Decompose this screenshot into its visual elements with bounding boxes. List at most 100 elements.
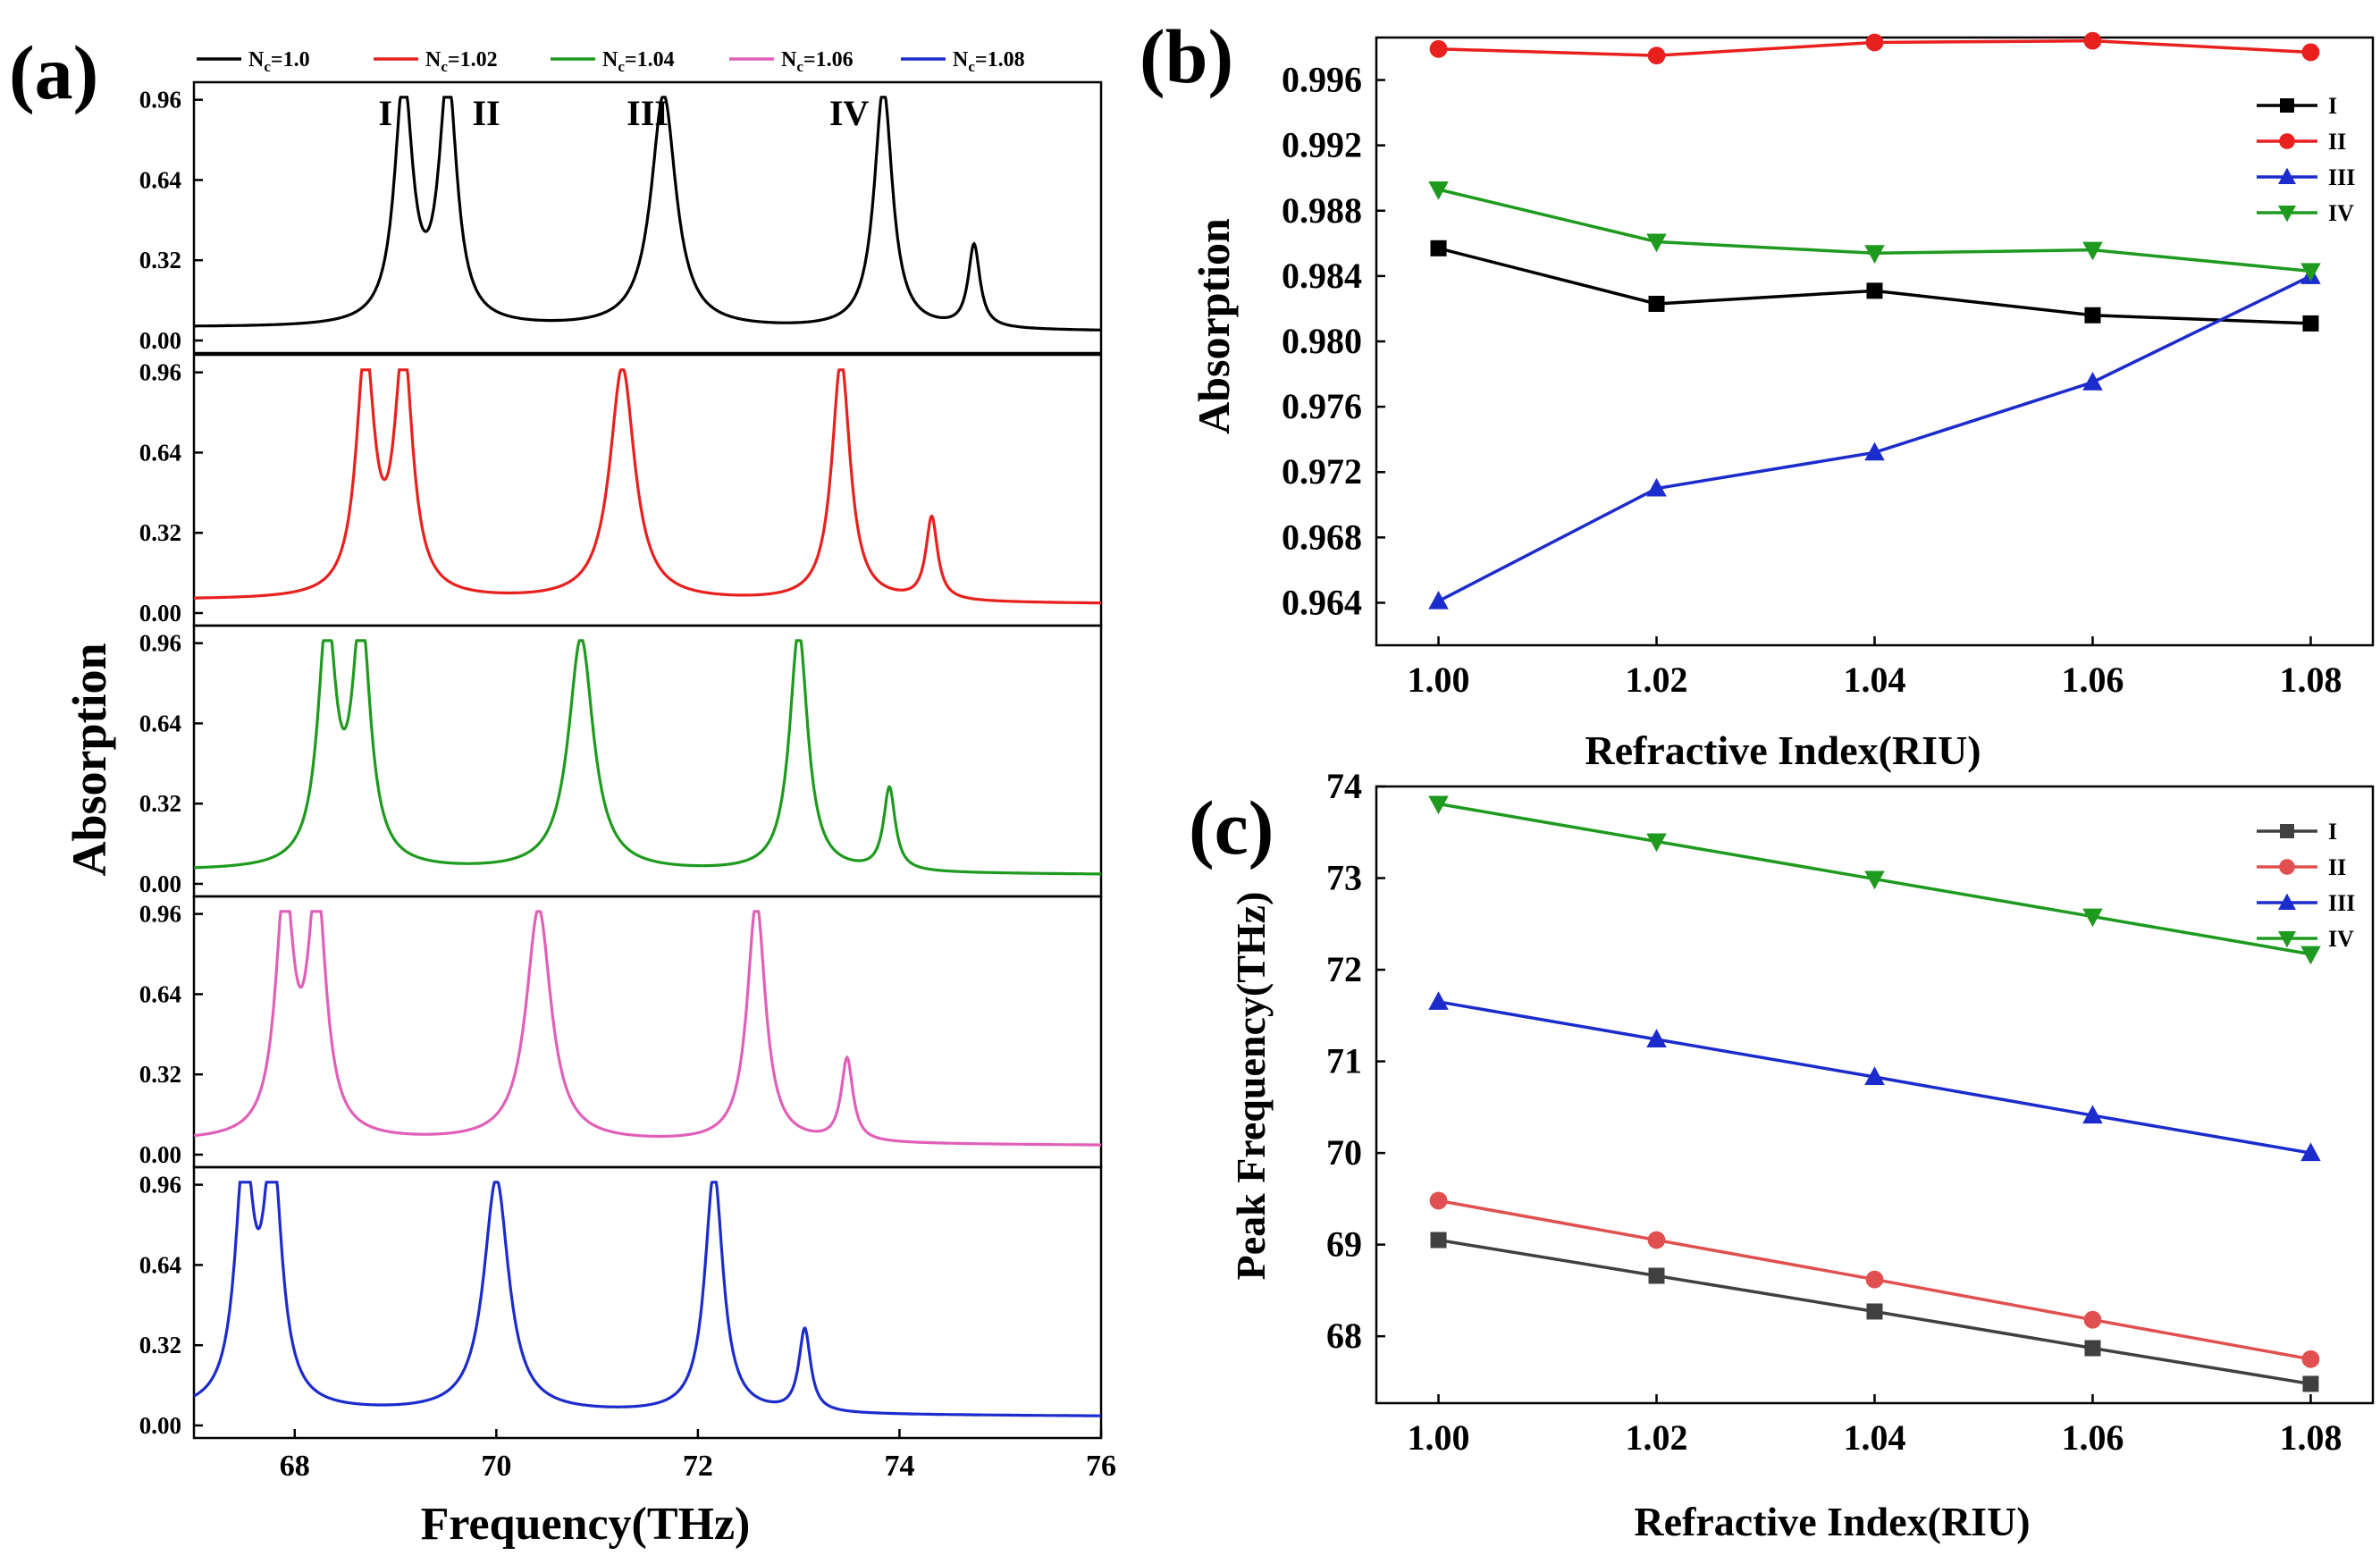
panel-a-xtick-label: 74 [884,1450,914,1483]
panel-c-label: (c) [1189,785,1274,870]
panel-a-ytick-label: 0.00 [139,327,181,354]
data-point [1428,795,1449,815]
panel-a-series-line [194,368,1101,605]
panel-c: Peak Frequency(THz) Refractive Index(RIU… [1228,766,2375,1544]
panel-a-legend-label: Nc=1.0 [248,48,310,75]
ytick-label: 72 [1326,949,1362,989]
data-point [2084,1340,2101,1357]
panel-b-xlabel: Refractive Index(RIU) [1585,727,1981,773]
panel-a-legend-label: Nc=1.06 [781,48,854,75]
ytick-label: 0.984 [1282,256,1362,296]
data-point [1430,240,1447,256]
panel-a-ytick-label: 0.96 [139,630,181,657]
ytick-label: 0.964 [1282,582,1362,622]
ytick-label: 0.972 [1282,451,1362,492]
ytick-label: 68 [1326,1316,1362,1356]
panel-a-peak-label: I [378,93,392,133]
panel-a-ytick-label: 0.64 [139,166,181,193]
legend-label: II [2328,129,2346,155]
data-point [2278,167,2296,184]
data-point [2083,31,2102,50]
panel-a-ytick-label: 0.32 [139,1332,181,1358]
data-point [2083,1310,2102,1329]
data-point [2280,98,2294,113]
xtick-label: 1.04 [1844,660,1906,700]
ytick-label: 0.976 [1282,386,1362,426]
legend-label: III [2328,890,2355,916]
data-point [1428,181,1449,200]
xtick-label: 1.02 [1626,1417,1688,1458]
data-point [2279,133,2295,149]
panel-a-subplot-frame [192,80,1103,355]
legend-label: I [2328,93,2337,119]
data-point [2301,1350,2320,1368]
data-point [2082,1105,2103,1124]
panel-a-ytick-label: 0.96 [139,359,181,386]
data-point [2278,893,2296,910]
data-point [2280,824,2294,838]
data-point [1865,1270,1884,1289]
data-point [2302,1375,2319,1392]
data-point [1428,590,1449,610]
ytick-label: 71 [1326,1041,1362,1081]
panel-a-ytick-label: 0.00 [139,1141,181,1168]
data-point [1864,1066,1885,1086]
panel-a-legend-label: Nc=1.02 [425,48,498,75]
data-point [2084,307,2101,324]
panel-b: Absorption Refractive Index(RIU) 0.964 0.… [1189,31,2375,773]
series-line [1437,274,2312,603]
ytick-label: 73 [1326,858,1362,898]
ytick-label: 0.980 [1282,321,1362,361]
panel-a-ytick-label: 0.00 [139,1412,181,1439]
plot-frame [1375,36,2375,647]
data-point [1429,39,1448,58]
panel-a-ytick-label: 0.00 [139,870,181,897]
data-point [1646,477,1667,497]
panel-a-ytick-label: 0.00 [139,600,181,626]
panel-a-legend-label: Nc=1.08 [953,48,1025,75]
panel-a-series-line [193,910,1101,1147]
ytick-label: 0.988 [1282,190,1362,231]
panel-a-peak-label: IV [829,93,870,133]
panel-b-ylabel: Absorption [1189,218,1239,434]
data-point [1865,33,1884,52]
legend-label: I [2328,819,2337,845]
xtick-label: 1.00 [1408,1417,1470,1458]
data-point [1648,1267,1665,1284]
data-point [1866,282,1883,299]
legend-label: III [2328,164,2355,190]
panel-a: Nc=1.0 Nc=1.02 Nc=1.04 Nc=1.06 Nc=1.08 0.000… [63,48,1116,1550]
ytick-label: 70 [1326,1132,1362,1173]
panel-a-subplot-frame [192,353,1103,627]
panel-a-ytick-label: 0.32 [139,1061,181,1088]
legend-label: IV [2328,200,2354,226]
panel-a-ytick-label: 0.96 [139,1172,181,1198]
data-point [1647,46,1666,65]
panel-a-ytick-label: 0.64 [139,710,181,736]
data-point [1428,991,1449,1010]
panel-b-label: (b) [1140,13,1233,99]
panel-a-ytick-label: 0.32 [139,519,181,546]
panel-a-peak-label: II [472,93,500,133]
panel-a-subplots: 0.00 0.32 0.64 0.96 0.00 0.32 0.64 0.96 0.00 0.32… [139,80,1116,1483]
panel-a-xtick-label: 72 [683,1450,713,1483]
data-point [2278,931,2296,948]
data-point [1646,833,1667,853]
ytick-label: 0.996 [1282,60,1362,100]
data-point [1646,233,1667,253]
xtick-label: 1.02 [1626,660,1688,700]
ytick-label: 0.968 [1282,517,1362,557]
panel-a-ytick-label: 0.32 [139,790,181,817]
panel-a-ylabel: Absorption [63,643,116,876]
panel-a-peak-label: III [627,93,669,133]
data-point [2082,241,2103,261]
panel-a-ytick-label: 0.64 [139,439,181,466]
panel-a-series-line [194,96,1101,332]
panel-a-subplot-frame [192,624,1103,898]
panel-a-ytick-label: 0.96 [139,901,181,928]
panel-a-legend: Nc=1.0 Nc=1.02 Nc=1.04 Nc=1.06 Nc=1.08 [197,48,1025,75]
data-point [1864,870,1885,890]
data-point [2302,315,2319,332]
data-point [2082,371,2103,391]
